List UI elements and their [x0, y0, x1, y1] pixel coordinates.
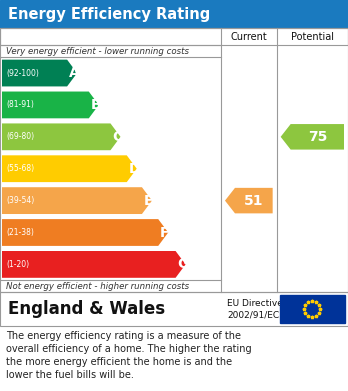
Text: 75: 75	[308, 130, 327, 144]
Text: (92-100): (92-100)	[6, 68, 39, 77]
Bar	[280, 295, 345, 323]
Text: (21-38): (21-38)	[6, 228, 34, 237]
Text: B: B	[91, 98, 101, 112]
Text: C: C	[112, 130, 123, 144]
Polygon shape	[2, 251, 185, 278]
Text: (55-68): (55-68)	[6, 164, 34, 173]
Text: EU Directive
2002/91/EC: EU Directive 2002/91/EC	[227, 299, 283, 319]
Text: (81-91): (81-91)	[6, 100, 34, 109]
Polygon shape	[2, 155, 137, 182]
Polygon shape	[2, 124, 120, 150]
Text: G: G	[177, 257, 189, 271]
Text: Current: Current	[230, 32, 267, 42]
Text: 51: 51	[244, 194, 263, 208]
Text: Not energy efficient - higher running costs: Not energy efficient - higher running co…	[6, 282, 189, 291]
Polygon shape	[2, 187, 152, 214]
Text: Potential: Potential	[291, 32, 334, 42]
Polygon shape	[225, 188, 273, 213]
Bar	[0, 0, 348, 28]
Text: Energy Efficiency Rating: Energy Efficiency Rating	[8, 7, 210, 22]
Text: The energy efficiency rating is a measure of the
overall efficiency of a home. T: The energy efficiency rating is a measur…	[6, 331, 252, 380]
Text: A: A	[69, 66, 80, 80]
Polygon shape	[2, 219, 168, 246]
Polygon shape	[280, 124, 344, 150]
Text: (1-20): (1-20)	[6, 260, 29, 269]
Text: D: D	[129, 162, 140, 176]
Text: E: E	[144, 194, 153, 208]
Polygon shape	[2, 60, 77, 86]
Text: F: F	[160, 226, 170, 240]
Bar	[0, 28, 348, 292]
Text: (69-80): (69-80)	[6, 132, 34, 141]
Text: England & Wales: England & Wales	[8, 300, 165, 318]
Bar	[0, 28, 348, 45]
Text: Very energy efficient - lower running costs: Very energy efficient - lower running co…	[6, 47, 189, 56]
Text: (39-54): (39-54)	[6, 196, 34, 205]
Polygon shape	[2, 91, 99, 118]
Bar	[0, 292, 348, 326]
